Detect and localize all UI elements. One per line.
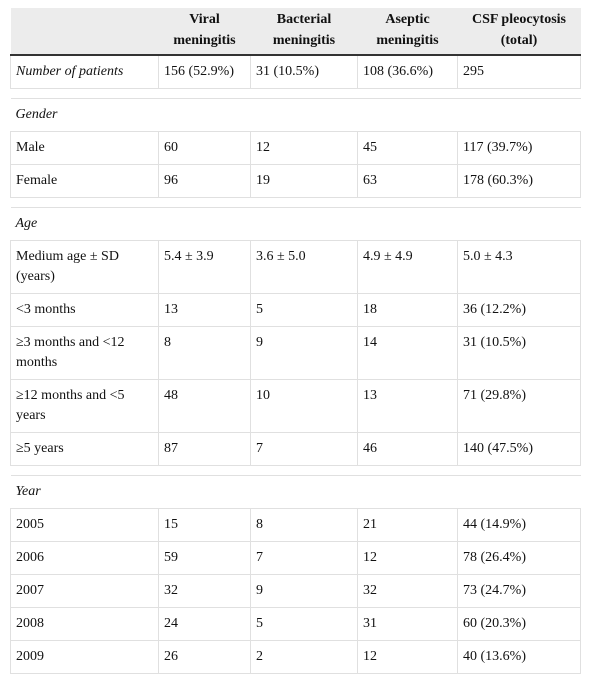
table-cell: 31 xyxy=(357,607,458,641)
spacer-cell xyxy=(10,197,581,208)
table-cell: 156 (52.9%) xyxy=(158,54,251,89)
row-label: 2006 xyxy=(10,541,159,575)
row-label: Female xyxy=(10,164,159,198)
spacer-row xyxy=(10,465,581,476)
table-cell: 9 xyxy=(250,574,358,608)
spacer-row xyxy=(10,88,581,99)
table-cell: 71 (29.8%) xyxy=(457,379,581,433)
table-cell: 21 xyxy=(357,508,458,542)
table-cell: 7 xyxy=(250,541,358,575)
table-cell: 13 xyxy=(158,293,251,327)
section-row: Year xyxy=(10,475,581,509)
table-row: ≥5 years 87 7 46 140 (47.5%) xyxy=(10,432,581,466)
table-cell: 63 xyxy=(357,164,458,198)
table-row: 2005 15 8 21 44 (14.9%) xyxy=(10,508,581,542)
header-cell xyxy=(10,8,159,56)
table-cell: 9 xyxy=(250,326,358,380)
table-cell: 10 xyxy=(250,379,358,433)
table-row: <3 months 13 5 18 36 (12.2%) xyxy=(10,293,581,327)
table-cell: 96 xyxy=(158,164,251,198)
table-row: ≥3 months and <12 months 8 9 14 31 (10.5%) xyxy=(10,326,581,380)
table-row: 2006 59 7 12 78 (26.4%) xyxy=(10,541,581,575)
spacer-row xyxy=(10,197,581,208)
row-label: ≥5 years xyxy=(10,432,159,466)
data-table: Viral meningitis Bacterial meningitis Asep… xyxy=(10,8,581,674)
row-label: Medium age ± SD (years) xyxy=(10,240,159,294)
table-cell: 5.0 ± 4.3 xyxy=(457,240,581,294)
table-cell: 31 (10.5%) xyxy=(457,326,581,380)
table-cell: 26 xyxy=(158,640,251,674)
table-row: 2009 26 2 12 40 (13.6%) xyxy=(10,640,581,674)
table-row: 2008 24 5 31 60 (20.3%) xyxy=(10,607,581,641)
row-label: ≥3 months and <12 months xyxy=(10,326,159,380)
section-label: Gender xyxy=(10,98,581,132)
section-row: Gender xyxy=(10,98,581,132)
header-row: Viral meningitis Bacterial meningitis Asep… xyxy=(10,8,581,56)
row-label: Number of patients xyxy=(10,54,159,89)
row-label: Male xyxy=(10,131,159,165)
table-cell: 5.4 ± 3.9 xyxy=(158,240,251,294)
row-label: ≥12 months and <5 years xyxy=(10,379,159,433)
table-cell: 31 (10.5%) xyxy=(250,54,358,89)
table-cell: 60 (20.3%) xyxy=(457,607,581,641)
header-cell: Bacterial meningitis xyxy=(250,8,358,56)
table-cell: 15 xyxy=(158,508,251,542)
table-cell: 2 xyxy=(250,640,358,674)
table-cell: 178 (60.3%) xyxy=(457,164,581,198)
table-cell: 48 xyxy=(158,379,251,433)
table-row: Medium age ± SD (years) 5.4 ± 3.9 3.6 ± 5.… xyxy=(10,240,581,294)
table-cell: 5 xyxy=(250,607,358,641)
table-cell: 87 xyxy=(158,432,251,466)
table-cell: 32 xyxy=(158,574,251,608)
table-row: Number of patients 156 (52.9%) 31 (10.5%) 1… xyxy=(10,54,581,89)
table-cell: 117 (39.7%) xyxy=(457,131,581,165)
table-cell: 14 xyxy=(357,326,458,380)
table-cell: 8 xyxy=(158,326,251,380)
header-cell: CSF pleocytosis (total) xyxy=(457,8,581,56)
section-row: Age xyxy=(10,207,581,241)
table-body: Number of patients 156 (52.9%) 31 (10.5%) 1… xyxy=(10,54,581,674)
table-cell: 12 xyxy=(250,131,358,165)
spacer-cell xyxy=(10,465,581,476)
table-cell: 45 xyxy=(357,131,458,165)
row-label: <3 months xyxy=(10,293,159,327)
table-cell: 78 (26.4%) xyxy=(457,541,581,575)
table-cell: 295 xyxy=(457,54,581,89)
table-cell: 140 (47.5%) xyxy=(457,432,581,466)
table-row: ≥12 months and <5 years 48 10 13 71 (29.8%) xyxy=(10,379,581,433)
table-cell: 19 xyxy=(250,164,358,198)
table-cell: 5 xyxy=(250,293,358,327)
table-cell: 8 xyxy=(250,508,358,542)
section-label: Age xyxy=(10,207,581,241)
spacer-cell xyxy=(10,88,581,99)
table-cell: 108 (36.6%) xyxy=(357,54,458,89)
header-cell: Aseptic meningitis xyxy=(357,8,458,56)
table-cell: 59 xyxy=(158,541,251,575)
row-label: 2008 xyxy=(10,607,159,641)
table-cell: 18 xyxy=(357,293,458,327)
table-cell: 3.6 ± 5.0 xyxy=(250,240,358,294)
section-label: Year xyxy=(10,475,581,509)
table-cell: 36 (12.2%) xyxy=(457,293,581,327)
table-cell: 60 xyxy=(158,131,251,165)
table-cell: 24 xyxy=(158,607,251,641)
row-label: 2007 xyxy=(10,574,159,608)
header-cell: Viral meningitis xyxy=(158,8,251,56)
table-row: Female 96 19 63 178 (60.3%) xyxy=(10,164,581,198)
table-cell: 32 xyxy=(357,574,458,608)
table-cell: 4.9 ± 4.9 xyxy=(357,240,458,294)
table-cell: 40 (13.6%) xyxy=(457,640,581,674)
table-row: 2007 32 9 32 73 (24.7%) xyxy=(10,574,581,608)
table-row: Male 60 12 45 117 (39.7%) xyxy=(10,131,581,165)
table-cell: 73 (24.7%) xyxy=(457,574,581,608)
row-label: 2009 xyxy=(10,640,159,674)
table-cell: 12 xyxy=(357,541,458,575)
table-cell: 13 xyxy=(357,379,458,433)
table-cell: 46 xyxy=(357,432,458,466)
row-label: 2005 xyxy=(10,508,159,542)
table-cell: 12 xyxy=(357,640,458,674)
table-cell: 44 (14.9%) xyxy=(457,508,581,542)
table-cell: 7 xyxy=(250,432,358,466)
